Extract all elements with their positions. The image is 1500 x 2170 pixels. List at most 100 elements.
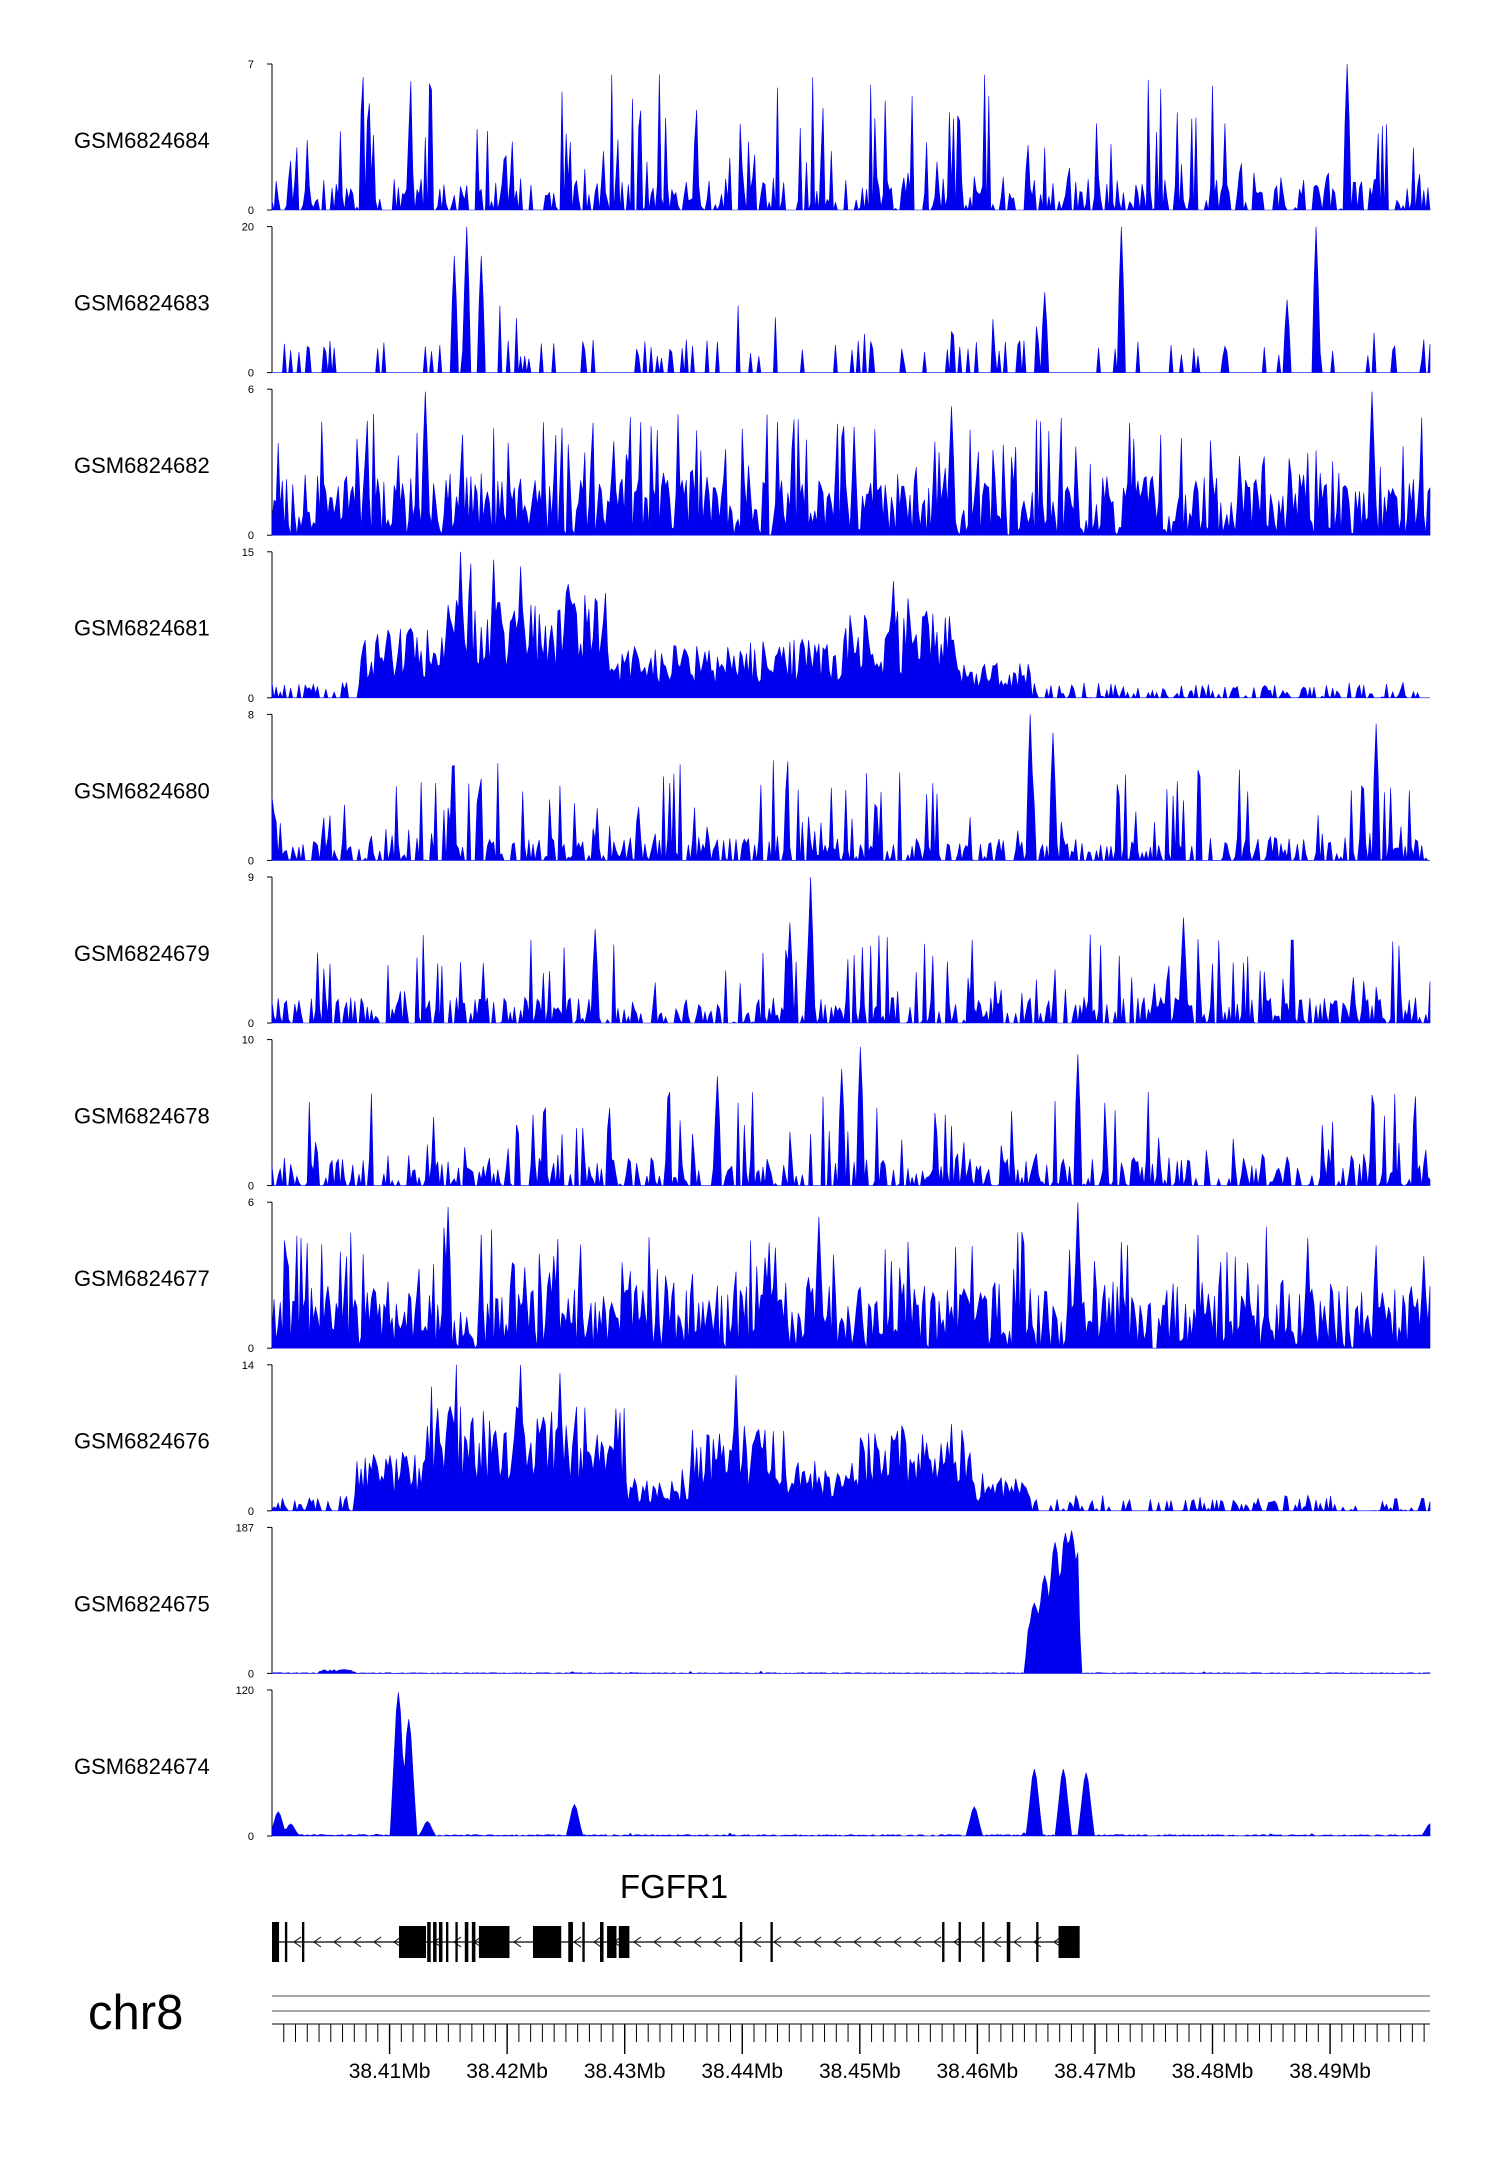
y-min-label: 0 [248,855,254,867]
y-max-label: 187 [236,1522,254,1534]
exon [301,1922,305,1962]
strand-arrow [933,1936,942,1948]
track-GSM6824683: GSM6824683 20 0 [74,222,1431,380]
strand-arrow [393,1936,402,1948]
track-GSM6824680: GSM6824680 8 0 [74,709,1430,867]
strand-arrow [893,1936,902,1948]
signal-area [271,714,1430,862]
y-max-label: 10 [242,1035,254,1047]
track-GSM6824674: GSM6824674 120 0 [74,1685,1431,1843]
strand-arrow [853,1936,862,1948]
strand-arrow [293,1936,302,1948]
exon [471,1922,476,1962]
strand-arrow [693,1936,702,1948]
exon [455,1922,458,1962]
track-GSM6824675: GSM6824675 187 0 [74,1522,1431,1680]
y-max-label: 6 [248,1197,254,1209]
x-tick-label: 38.42Mb [466,2060,548,2083]
track-GSM6824678: GSM6824678 10 0 [74,1035,1431,1193]
y-min-label: 0 [248,205,254,217]
strand-arrow [653,1936,662,1948]
signal-area [271,63,1431,212]
strand-arrow [593,1936,602,1948]
exon [398,1926,427,1958]
strand-arrow [673,1936,682,1948]
x-tick-label: 38.43Mb [584,2060,666,2083]
strand-arrow [833,1936,842,1948]
signal-area [272,226,1431,373]
x-tick-label: 38.48Mb [1172,2060,1254,2083]
exon [284,1922,288,1962]
exon [942,1922,945,1962]
y-min-label: 0 [248,1831,254,1843]
y-max-label: 14 [242,1360,254,1372]
track-GSM6824679: GSM6824679 9 0 [74,872,1431,1030]
y-min-label: 0 [248,1181,254,1193]
strand-arrow [793,1936,802,1948]
x-tick-label: 38.44Mb [701,2060,783,2083]
gene-name-label: FGFR1 [620,1868,728,1905]
y-max-label: 9 [248,872,254,884]
exon [568,1922,573,1962]
exon [582,1922,585,1962]
y-min-label: 0 [248,1506,254,1518]
strand-arrow [513,1936,522,1948]
signal-area [271,1692,1431,1837]
exon [427,1922,431,1962]
track-GSM6824684: GSM6824684 7 0 [74,59,1431,217]
y-max-label: 20 [242,222,254,234]
gene-annotation-track: FGFR1 [272,1868,1080,1962]
track-label: GSM6824680 [74,778,210,803]
signal-area [271,876,1431,1025]
track-GSM6824681: GSM6824681 15 0 [74,547,1430,705]
exon [958,1922,961,1962]
strand-arrow [453,1936,462,1948]
strand-arrow [373,1936,382,1948]
strand-arrow [873,1936,882,1948]
strand-arrow [1013,1936,1022,1948]
chromosome-label: chr8 [88,1986,183,2040]
x-tick-label: 38.47Mb [1054,2060,1136,2083]
y-max-label: 120 [236,1685,254,1697]
exon [478,1926,510,1958]
exon [770,1922,773,1962]
track-label: GSM6824676 [74,1429,210,1454]
strand-arrow [733,1936,742,1948]
track-GSM6824682: GSM6824682 6 0 [74,384,1431,542]
exon [618,1926,630,1958]
y-min-label: 0 [248,368,254,380]
signal-area [271,1202,1431,1350]
x-tick-label: 38.41Mb [349,2060,431,2083]
exon [438,1922,443,1962]
track-GSM6824677: GSM6824677 6 0 [74,1197,1431,1355]
strand-arrow [1033,1936,1042,1948]
exon [1036,1922,1039,1962]
track-label: GSM6824679 [74,941,210,966]
exon [464,1922,469,1962]
strand-arrow [713,1936,722,1948]
track-label: GSM6824674 [74,1754,210,1779]
y-min-label: 0 [248,530,254,542]
strand-arrow [973,1936,982,1948]
y-max-label: 6 [248,384,254,396]
track-GSM6824676: GSM6824676 14 0 [74,1360,1431,1518]
exon [433,1922,437,1962]
chromosome-ideogram: chr8 [88,1986,1430,2040]
y-max-label: 15 [242,547,254,559]
x-tick-label: 38.49Mb [1289,2060,1371,2083]
exon [739,1922,743,1962]
signal-tracks: GSM682468470GSM6824683200GSM682468260GSM… [74,59,1431,1843]
track-label: GSM6824678 [74,1104,210,1129]
strand-arrow [753,1936,762,1948]
exon [982,1922,985,1962]
exon [272,1922,280,1962]
y-max-label: 8 [248,709,254,721]
track-label: GSM6824681 [74,616,210,641]
strand-arrow [913,1936,922,1948]
gene-exons [272,1922,1080,1962]
strand-arrow [333,1936,342,1948]
track-label: GSM6824675 [74,1591,210,1616]
strand-arrow [353,1936,362,1948]
signal-area [271,1364,1431,1512]
